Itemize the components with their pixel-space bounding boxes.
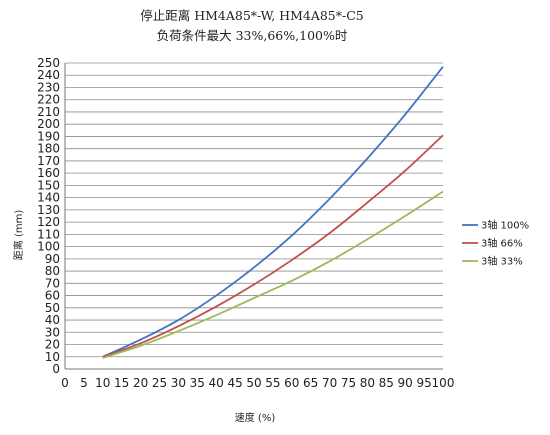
series-lines [102, 66, 444, 359]
x-tick-label: 70 [322, 376, 337, 390]
grid-lines [65, 62, 443, 358]
chart-subtitle: 负荷条件最大 33%,66%,100%时 [157, 28, 348, 43]
y-tick-label: 210 [37, 105, 60, 119]
y-tick-label: 110 [37, 227, 60, 241]
x-tick-label: 80 [360, 376, 375, 390]
series-line [102, 134, 444, 358]
y-tick-label: 170 [37, 154, 60, 168]
x-axis-label: 速度 (%) [235, 411, 276, 424]
x-tick-label: 40 [209, 376, 224, 390]
x-tick-label: 95 [416, 376, 431, 390]
x-tick-label: 25 [152, 376, 167, 390]
x-tick-label: 60 [284, 376, 299, 390]
y-tick-label: 200 [37, 117, 60, 131]
y-tick-label: 30 [45, 325, 60, 339]
y-tick-label: 160 [37, 166, 60, 180]
y-tick-label: 60 [45, 289, 60, 303]
y-tick-label: 140 [37, 191, 60, 205]
y-tick-label: 10 [45, 350, 60, 364]
y-tick-label: 40 [45, 313, 60, 327]
legend-label: 3轴 100% [481, 219, 529, 232]
series-line [102, 66, 444, 358]
x-tick-label: 35 [190, 376, 205, 390]
x-tick-label: 90 [398, 376, 413, 390]
y-tick-label: 190 [37, 129, 60, 143]
x-axis-ticks: 0 5 10 15 20 25 30 35 40 45 50 55 60 65 70 75 80 85 90 95 10… [61, 376, 454, 390]
x-tick-label: 10 [95, 376, 110, 390]
y-tick-label: 220 [37, 93, 60, 107]
legend-label: 3轴 33% [481, 255, 523, 268]
y-tick-label: 70 [45, 276, 60, 290]
y-tick-label: 20 [45, 338, 60, 352]
y-tick-label: 180 [37, 142, 60, 156]
chart-title: 停止距离 HM4A85*-W, HM4A85*-C5 [140, 8, 364, 23]
y-tick-label: 250 [37, 56, 60, 70]
legend: 3轴 100% 3轴 66% 3轴 33% [462, 219, 529, 268]
x-tick-label: 55 [265, 376, 280, 390]
x-tick-label: 85 [379, 376, 394, 390]
legend-label: 3轴 66% [481, 237, 523, 250]
x-tick-label: 45 [227, 376, 242, 390]
y-tick-label: 0 [52, 362, 60, 376]
y-tick-label: 120 [37, 215, 60, 229]
series-line [102, 190, 444, 359]
x-tick-label: 20 [133, 376, 148, 390]
y-tick-label: 240 [37, 68, 60, 82]
y-tick-label: 80 [45, 264, 60, 278]
y-tick-label: 150 [37, 178, 60, 192]
x-tick-label: 30 [171, 376, 186, 390]
x-tick-label: 75 [341, 376, 356, 390]
x-tick-label: 100 [432, 376, 455, 390]
y-tick-label: 100 [37, 240, 60, 254]
x-tick-label: 65 [303, 376, 318, 390]
x-tick-label: 15 [114, 376, 129, 390]
x-tick-label: 50 [246, 376, 261, 390]
y-tick-label: 50 [45, 301, 60, 315]
y-tick-label: 130 [37, 203, 60, 217]
y-tick-label: 90 [45, 252, 60, 266]
x-tick-label: 5 [80, 376, 88, 390]
y-axis-label: 距离 (mm) [12, 210, 25, 261]
y-tick-label: 230 [37, 80, 60, 94]
x-tick-label: 0 [61, 376, 69, 390]
y-axis-ticks: 0102030405060708090100110120130140150160… [37, 56, 60, 376]
